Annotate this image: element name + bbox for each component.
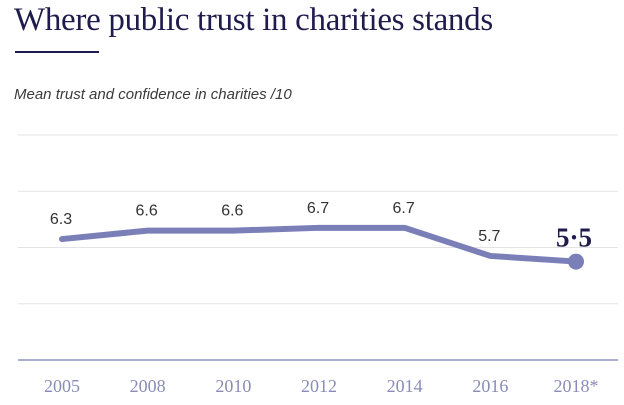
series-group: [59, 224, 584, 270]
x-tick-label: 2012: [301, 376, 337, 396]
value-label: 6.3: [50, 211, 72, 228]
x-tick-label: 2005: [44, 376, 80, 396]
value-label: 6.7: [307, 200, 329, 217]
x-tick-label: 2010: [215, 376, 251, 396]
value-label: 6.6: [221, 203, 243, 220]
value-labels: 6.3 6.6 6.6 6.7 6.7 5.7 5·5: [50, 200, 592, 253]
value-label: 6.7: [393, 200, 415, 217]
gridlines: [18, 134, 618, 305]
x-tick-label: 2008: [130, 376, 166, 396]
title-underline: [15, 51, 99, 53]
chart-subtitle: Mean trust and confidence in charities /…: [14, 86, 292, 103]
value-label: 5.7: [478, 228, 500, 245]
last-point-marker: [568, 253, 584, 270]
chart-title: Where public trust in charities stands: [14, 2, 493, 38]
value-label: 6.6: [136, 203, 158, 220]
x-tick-label: 2014: [387, 376, 423, 396]
x-tick-label: 2018*: [554, 376, 599, 396]
series-line: [59, 224, 579, 265]
highlight-value-label: 5·5: [556, 223, 592, 253]
x-tick-labels: 2005 2008 2010 2012 2014 2016 2018*: [44, 376, 599, 396]
x-tick-label: 2016: [472, 376, 508, 396]
